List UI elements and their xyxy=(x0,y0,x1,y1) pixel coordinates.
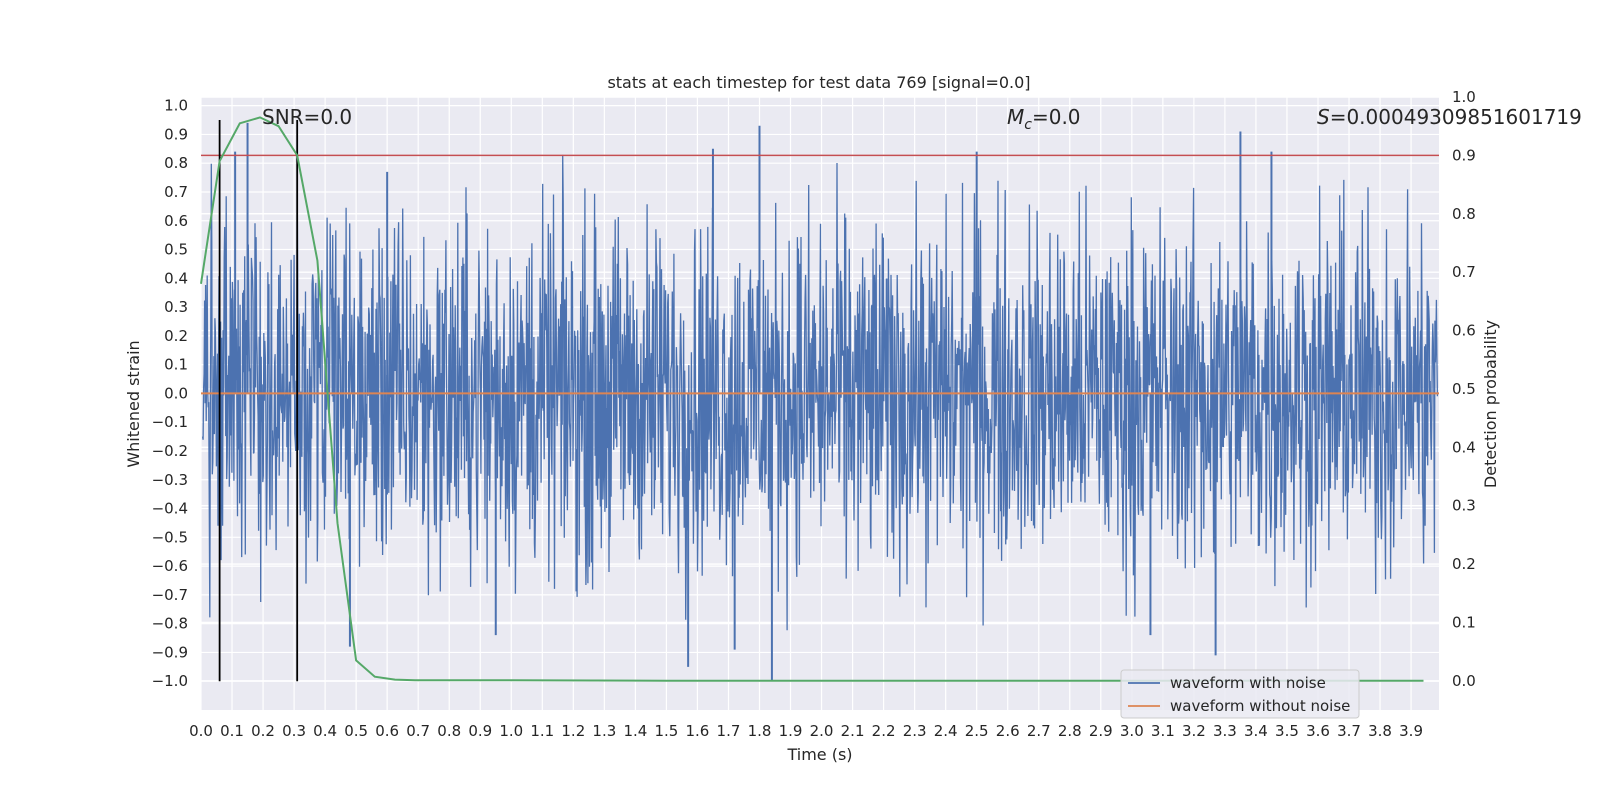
x-tick-label: 1.0 xyxy=(499,722,523,740)
x-tick-label: 0.2 xyxy=(251,722,275,740)
x-tick-label: 0.8 xyxy=(437,722,461,740)
mc-annotation: Mc=0.0 xyxy=(1007,105,1081,133)
y-tick-label: −0.9 xyxy=(152,643,188,661)
y-tick-label: −0.5 xyxy=(152,528,188,546)
x-tick-label: 2.9 xyxy=(1089,722,1113,740)
y2-tick-label: 0.2 xyxy=(1452,555,1476,573)
x-tick-label: 2.6 xyxy=(996,722,1020,740)
y-tick-label: 0.6 xyxy=(164,212,188,230)
x-tick-label: 0.6 xyxy=(375,722,399,740)
y-tick-label: 0.4 xyxy=(164,269,188,287)
x-tick-label: 3.8 xyxy=(1368,722,1392,740)
x-tick-label: 1.3 xyxy=(592,722,616,740)
y2-tick-label: 1.0 xyxy=(1452,88,1476,106)
x-tick-label: 2.1 xyxy=(841,722,865,740)
y-tick-label: −0.8 xyxy=(152,615,188,633)
y-axis-ticks: 1.0 0.9 0.8 0.7 0.6 0.5 0.4 0.3 0.2 0.1 0.0 −0.1 −0.… xyxy=(152,97,188,691)
y2-axis-label: Detection probability xyxy=(1481,320,1500,488)
y2-tick-label: 0.8 xyxy=(1452,205,1476,223)
chart-marks xyxy=(200,116,1439,682)
x-tick-label: 0.5 xyxy=(344,722,368,740)
x-tick-label: 3.4 xyxy=(1244,722,1268,740)
series-detection-probability xyxy=(200,116,1424,682)
y2-tick-label: 0.4 xyxy=(1452,438,1476,456)
x-tick-label: 0.9 xyxy=(468,722,492,740)
y-tick-label: −0.1 xyxy=(152,413,188,431)
x-tick-label: 2.2 xyxy=(872,722,896,740)
y-tick-label: 0.9 xyxy=(164,125,188,143)
x-axis-label: Time (s) xyxy=(786,745,852,764)
chart-title: stats at each timestep for test data 769… xyxy=(607,73,1030,92)
x-tick-label: 2.5 xyxy=(965,722,989,740)
x-tick-label: 3.7 xyxy=(1337,722,1361,740)
y-tick-label: 0.2 xyxy=(164,327,188,345)
x-tick-label: 2.0 xyxy=(810,722,834,740)
y-tick-label: 0.5 xyxy=(164,241,188,259)
y2-tick-label: 0.7 xyxy=(1452,263,1476,281)
series-waveform-with-noise xyxy=(201,122,1439,682)
y-tick-label: −0.6 xyxy=(152,557,188,575)
y-tick-label: 0.3 xyxy=(164,298,188,316)
y-tick-label: 1.0 xyxy=(164,97,188,115)
x-tick-label: 1.1 xyxy=(530,722,554,740)
x-tick-label: 3.0 xyxy=(1120,722,1144,740)
y-tick-label: −1.0 xyxy=(152,672,188,690)
x-tick-label: 1.4 xyxy=(623,722,647,740)
x-tick-label: 1.8 xyxy=(748,722,772,740)
x-tick-label: 3.2 xyxy=(1182,722,1206,740)
noise-trace xyxy=(201,154,1439,631)
x-tick-label: 3.6 xyxy=(1306,722,1330,740)
y2-tick-label: 0.1 xyxy=(1452,613,1476,631)
legend-label-with-noise: waveform with noise xyxy=(1170,674,1326,692)
y-tick-label: 0.1 xyxy=(164,356,188,374)
y-tick-label: −0.4 xyxy=(152,500,188,518)
y-tick-label: 0.8 xyxy=(164,154,188,172)
snr-annotation: SNR=0.0 xyxy=(262,105,352,129)
x-tick-label: 0.4 xyxy=(313,722,337,740)
x-tick-label: 2.7 xyxy=(1027,722,1051,740)
x-tick-label: 1.6 xyxy=(686,722,710,740)
x-tick-label: 0.7 xyxy=(406,722,430,740)
x-tick-label: 2.4 xyxy=(934,722,958,740)
x-tick-label: 0.3 xyxy=(282,722,306,740)
legend-label-without-noise: waveform without noise xyxy=(1170,697,1350,715)
x-tick-label: 0.1 xyxy=(220,722,244,740)
x-tick-label: 3.1 xyxy=(1151,722,1175,740)
x-tick-label: 1.5 xyxy=(654,722,678,740)
x-tick-label: 1.2 xyxy=(561,722,585,740)
y-tick-label: −0.7 xyxy=(152,586,188,604)
x-tick-label: 1.7 xyxy=(717,722,741,740)
y-axis-label: Whitened strain xyxy=(124,340,143,467)
legend-box xyxy=(1120,669,1360,719)
x-tick-label: 2.3 xyxy=(903,722,927,740)
y-tick-label: −0.3 xyxy=(152,471,188,489)
y-tick-label: −0.2 xyxy=(152,442,188,460)
x-axis-ticks: 0.0 0.1 0.2 0.3 0.4 0.5 0.6 0.7 0.8 0.9 1.0 1.1 1.2 1… xyxy=(189,722,1423,740)
s-annotation: S=0.00049309851601719 xyxy=(1317,105,1582,129)
y2-tick-label: 0.5 xyxy=(1452,380,1476,398)
x-tick-label: 3.3 xyxy=(1213,722,1237,740)
y-tick-label: 0.0 xyxy=(164,384,188,402)
y2-axis-ticks: 1.0 0.9 0.8 0.7 0.6 0.5 0.4 0.3 0.2 0.1 0.0 xyxy=(1452,88,1476,690)
x-tick-label: 0.0 xyxy=(189,722,213,740)
x-tick-label: 2.8 xyxy=(1058,722,1082,740)
legend: waveform with noise waveform without noi… xyxy=(1120,669,1360,719)
y2-tick-label: 0.0 xyxy=(1452,672,1476,690)
y-tick-label: 0.7 xyxy=(164,183,188,201)
y2-tick-label: 0.3 xyxy=(1452,497,1476,515)
x-tick-label: 3.9 xyxy=(1399,722,1423,740)
x-tick-label: 1.9 xyxy=(779,722,803,740)
y2-tick-label: 0.9 xyxy=(1452,146,1476,164)
y2-tick-label: 0.6 xyxy=(1452,322,1476,340)
x-tick-label: 3.5 xyxy=(1275,722,1299,740)
